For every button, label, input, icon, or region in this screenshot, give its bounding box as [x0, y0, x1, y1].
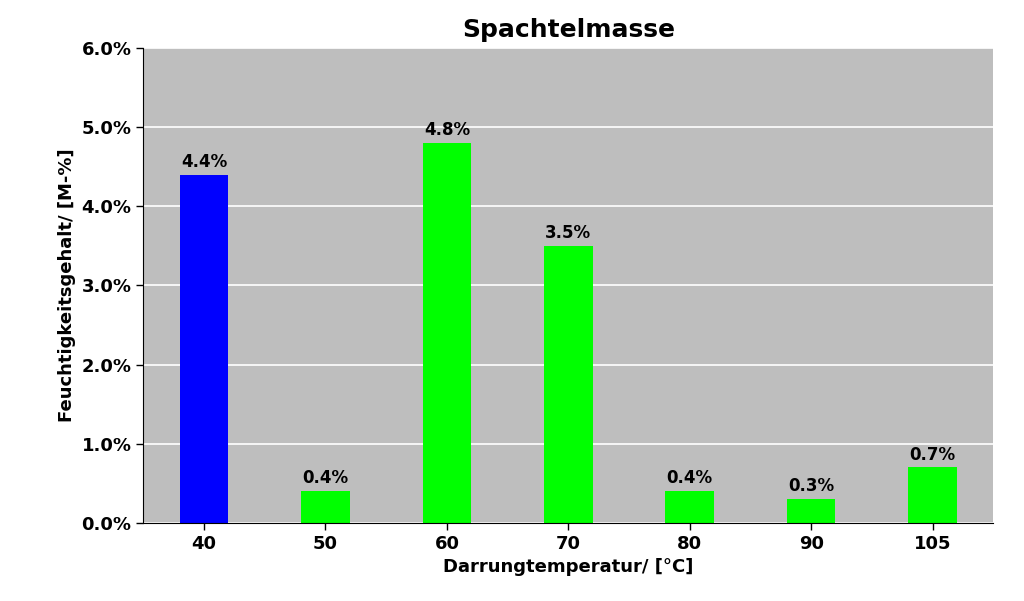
Text: 3.5%: 3.5%	[545, 224, 592, 242]
Bar	[544, 246, 593, 523]
Text: 0.3%: 0.3%	[788, 477, 835, 495]
X-axis label: Darrungtemperatur/ [°C]: Darrungtemperatur/ [°C]	[443, 558, 693, 576]
Bar	[908, 468, 956, 523]
Text: 0.4%: 0.4%	[667, 469, 713, 487]
Text: 4.8%: 4.8%	[424, 121, 470, 139]
Y-axis label: Feuchtigkeitsgehalt/ [M-%]: Feuchtigkeitsgehalt/ [M-%]	[58, 148, 76, 423]
Bar	[786, 499, 836, 523]
Text: 0.4%: 0.4%	[302, 469, 348, 487]
Text: 0.7%: 0.7%	[909, 445, 955, 463]
Bar	[423, 143, 471, 523]
Bar	[301, 491, 350, 523]
Title: Spachtelmasse: Spachtelmasse	[462, 18, 675, 42]
Bar	[666, 491, 714, 523]
Text: 4.4%: 4.4%	[181, 153, 227, 171]
Bar	[180, 175, 228, 523]
